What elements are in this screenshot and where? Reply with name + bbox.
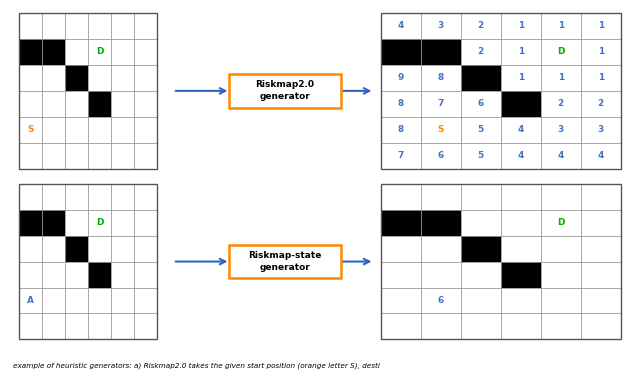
Bar xyxy=(421,39,461,65)
Text: 2: 2 xyxy=(477,22,484,30)
Text: D: D xyxy=(96,218,103,227)
Text: S: S xyxy=(28,125,34,134)
Bar xyxy=(381,184,621,339)
Text: 4: 4 xyxy=(518,151,524,160)
Bar xyxy=(19,13,157,169)
Text: 9: 9 xyxy=(397,73,404,82)
Text: 3: 3 xyxy=(598,125,604,134)
Text: example of heuristic generators: a) Riskmap2.0 takes the given start position (o: example of heuristic generators: a) Risk… xyxy=(13,362,380,369)
Text: 2: 2 xyxy=(598,99,604,108)
Bar xyxy=(19,39,42,65)
Bar xyxy=(381,13,621,169)
Bar xyxy=(381,39,421,65)
Text: 7: 7 xyxy=(397,151,404,160)
Bar xyxy=(42,39,65,65)
Text: S: S xyxy=(438,125,444,134)
Text: 6: 6 xyxy=(438,151,444,160)
Text: 8: 8 xyxy=(438,73,444,82)
Text: A: A xyxy=(27,296,34,305)
Bar xyxy=(42,210,65,236)
Text: 4: 4 xyxy=(518,125,524,134)
Text: 2: 2 xyxy=(557,99,564,108)
FancyBboxPatch shape xyxy=(229,245,341,278)
Text: 8: 8 xyxy=(397,125,404,134)
Text: 1: 1 xyxy=(518,22,524,30)
Bar xyxy=(500,91,541,117)
Text: 6: 6 xyxy=(477,99,484,108)
Text: 1: 1 xyxy=(598,47,604,56)
Text: D: D xyxy=(96,47,103,56)
Text: 5: 5 xyxy=(477,151,484,160)
Text: 1: 1 xyxy=(557,22,564,30)
Bar xyxy=(19,184,157,339)
Bar xyxy=(500,262,541,288)
Bar xyxy=(421,210,461,236)
Text: 3: 3 xyxy=(438,22,444,30)
Text: 1: 1 xyxy=(598,22,604,30)
Text: D: D xyxy=(557,218,564,227)
Text: 1: 1 xyxy=(598,73,604,82)
Bar xyxy=(88,262,111,288)
Bar xyxy=(19,13,157,169)
Text: 1: 1 xyxy=(518,73,524,82)
Text: 4: 4 xyxy=(557,151,564,160)
Bar xyxy=(461,65,500,91)
Bar xyxy=(381,13,621,169)
Text: D: D xyxy=(557,47,564,56)
Bar xyxy=(381,210,421,236)
Text: 6: 6 xyxy=(438,296,444,305)
Text: 7: 7 xyxy=(438,99,444,108)
Bar xyxy=(19,184,157,339)
Text: Riskmap-state
generator: Riskmap-state generator xyxy=(248,251,322,272)
Text: 1: 1 xyxy=(557,73,564,82)
Text: 4: 4 xyxy=(598,151,604,160)
Text: 5: 5 xyxy=(477,125,484,134)
Bar xyxy=(19,210,42,236)
Bar xyxy=(88,91,111,117)
Text: 2: 2 xyxy=(477,47,484,56)
Bar xyxy=(65,65,88,91)
Text: 4: 4 xyxy=(397,22,404,30)
Text: 8: 8 xyxy=(397,99,404,108)
Bar xyxy=(65,236,88,262)
Text: Riskmap2.0
generator: Riskmap2.0 generator xyxy=(255,81,315,101)
Bar xyxy=(381,184,621,339)
FancyBboxPatch shape xyxy=(229,74,341,108)
Text: 3: 3 xyxy=(557,125,564,134)
Text: 1: 1 xyxy=(518,47,524,56)
Bar xyxy=(461,236,500,262)
